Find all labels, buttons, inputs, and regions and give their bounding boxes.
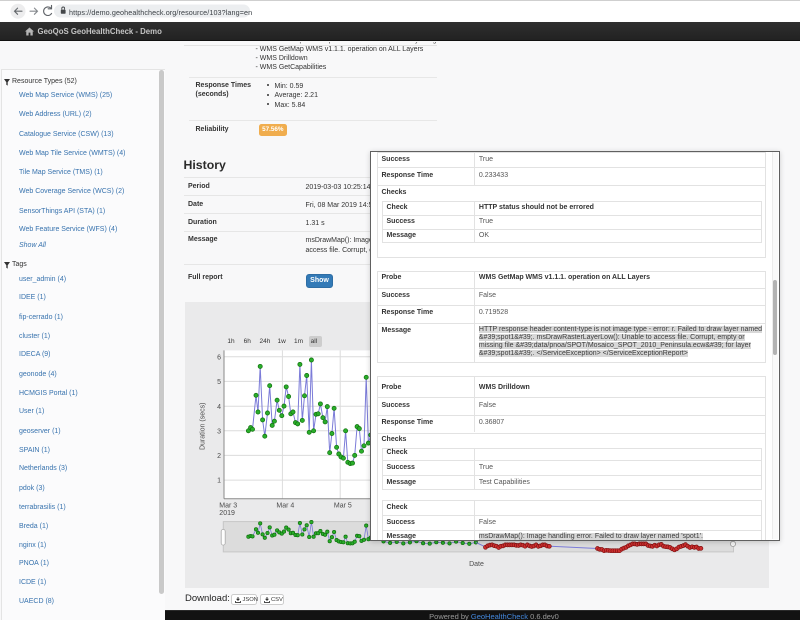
svg-text:Mar 4: Mar 4	[276, 502, 294, 509]
svg-text:1: 1	[217, 477, 221, 484]
svg-text:4: 4	[217, 403, 221, 410]
svg-text:Date: Date	[469, 561, 484, 568]
svg-text:3: 3	[217, 428, 221, 435]
svg-text:2: 2	[217, 453, 221, 460]
svg-text:Mar 3: Mar 3	[219, 502, 237, 509]
svg-text:2019: 2019	[219, 510, 235, 517]
svg-text:6: 6	[217, 354, 221, 361]
svg-text:Duration (secs): Duration (secs)	[199, 402, 206, 449]
svg-text:Mar 5: Mar 5	[333, 502, 351, 509]
svg-text:5: 5	[217, 379, 221, 386]
